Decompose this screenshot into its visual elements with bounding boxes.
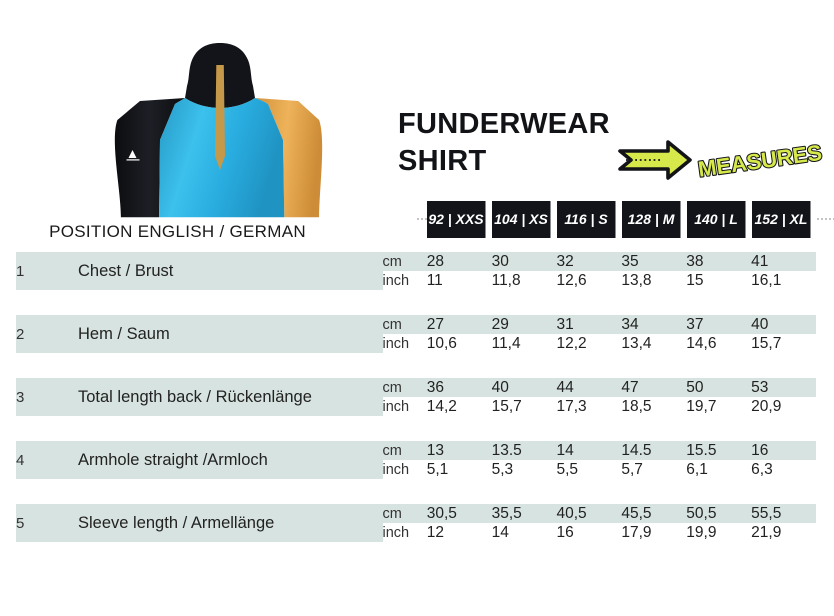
svg-text:MEASURES: MEASURES (696, 140, 823, 182)
svg-text:140 | L: 140 | L (694, 211, 738, 227)
svg-text:152 | XL: 152 | XL (754, 211, 807, 227)
svg-text:116 | S: 116 | S (564, 211, 608, 227)
svg-text:104 | XS: 104 | XS (494, 211, 548, 227)
svg-text:128 | M: 128 | M (627, 211, 674, 227)
svg-text:92 | XXS: 92 | XXS (428, 211, 484, 227)
